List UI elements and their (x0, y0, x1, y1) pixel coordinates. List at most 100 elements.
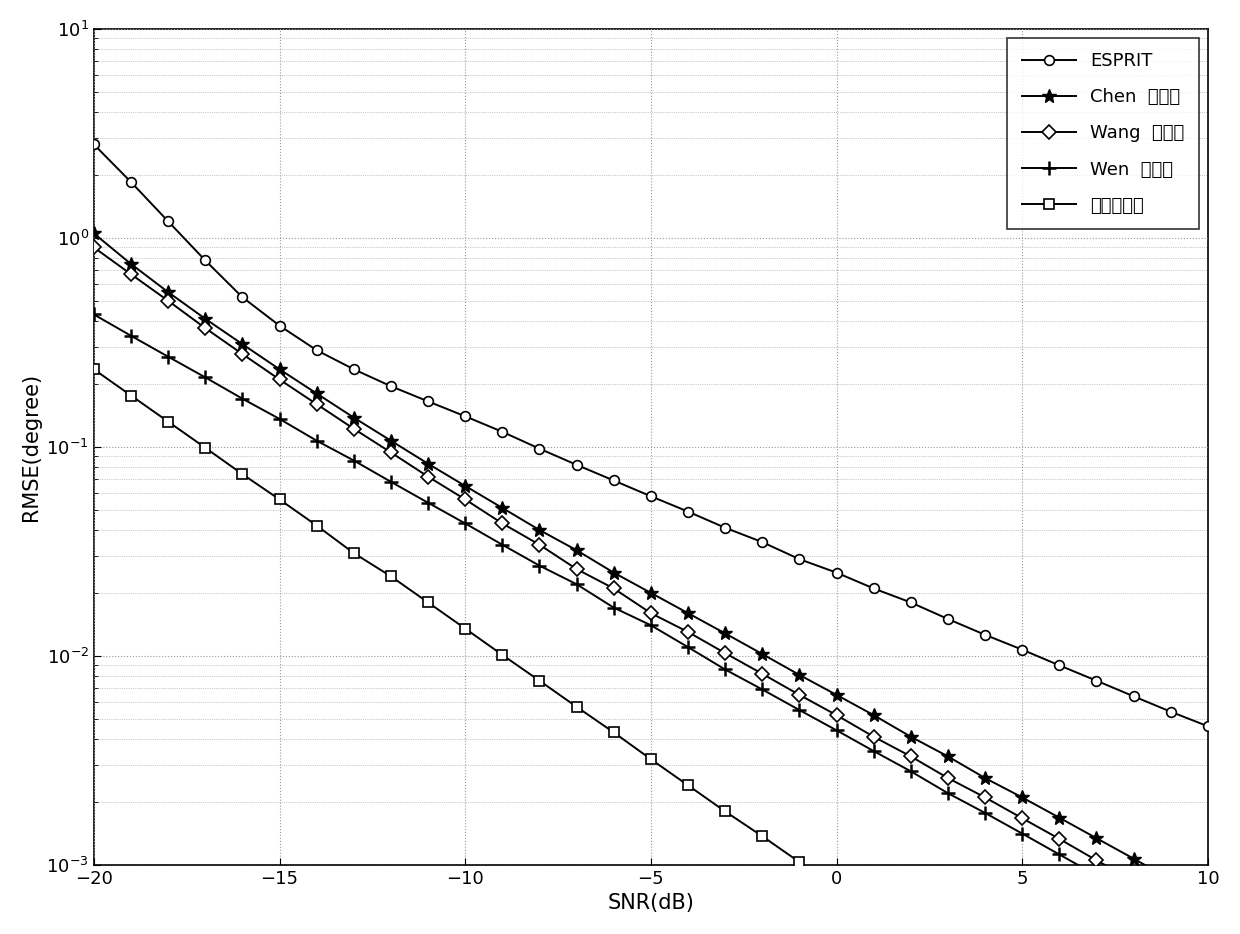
ESPRIT (904, 597, 919, 608)
Wang  的方法 (458, 494, 472, 505)
Line: Chen  的方法: Chen 的方法 (87, 226, 1215, 907)
本发明算法 (867, 909, 882, 920)
Wen  的方法 (161, 351, 176, 362)
Wen  的方法 (606, 602, 621, 614)
Chen  的方法 (606, 567, 621, 578)
Chen  的方法 (161, 287, 176, 298)
ESPRIT (1163, 706, 1178, 717)
Wang  的方法 (940, 772, 955, 784)
Wang  的方法 (977, 792, 992, 803)
Wen  的方法 (830, 725, 844, 736)
ESPRIT (569, 460, 584, 471)
Chen  的方法 (124, 259, 139, 270)
Wen  的方法 (383, 476, 398, 488)
Wen  的方法 (940, 787, 955, 799)
Chen  的方法 (346, 412, 361, 423)
Wen  的方法 (87, 309, 102, 320)
Chen  的方法 (940, 751, 955, 762)
Legend: ESPRIT, Chen  的方法, Wang  的方法, Wen  的方法, 本发明算法: ESPRIT, Chen 的方法, Wang 的方法, Wen 的方法, 本发明… (1007, 38, 1199, 229)
Wang  的方法 (904, 751, 919, 762)
Line: 本发明算法: 本发明算法 (89, 364, 1213, 934)
ESPRIT (532, 443, 547, 454)
ESPRIT (309, 345, 324, 356)
ESPRIT (940, 614, 955, 625)
Wen  的方法 (1126, 890, 1141, 901)
Wen  的方法 (718, 664, 733, 675)
ESPRIT (383, 381, 398, 392)
Wen  的方法 (309, 435, 324, 446)
Wang  的方法 (1089, 855, 1104, 866)
Wang  的方法 (606, 583, 621, 594)
Wang  的方法 (569, 563, 584, 574)
Wen  的方法 (346, 455, 361, 466)
本发明算法 (383, 571, 398, 582)
本发明算法 (198, 442, 213, 453)
Line: ESPRIT: ESPRIT (89, 139, 1213, 731)
Wen  的方法 (234, 393, 249, 404)
Chen  的方法 (272, 363, 286, 375)
Chen  的方法 (234, 338, 249, 349)
Wang  的方法 (644, 607, 658, 618)
Chen  的方法 (309, 388, 324, 399)
本发明算法 (532, 675, 547, 686)
Chen  的方法 (198, 313, 213, 324)
X-axis label: SNR(dB): SNR(dB) (608, 893, 694, 913)
ESPRIT (272, 320, 286, 332)
Wang  的方法 (198, 322, 213, 333)
ESPRIT (495, 426, 510, 437)
ESPRIT (198, 255, 213, 266)
本发明算法 (755, 830, 770, 842)
Wang  的方法 (718, 647, 733, 658)
Wang  的方法 (309, 399, 324, 410)
Wang  的方法 (87, 242, 102, 253)
Chen  的方法 (830, 689, 844, 700)
Wang  的方法 (124, 269, 139, 280)
Wen  的方法 (1052, 849, 1066, 860)
Wen  的方法 (977, 807, 992, 818)
Chen  的方法 (420, 458, 435, 469)
Wang  的方法 (161, 295, 176, 306)
本发明算法 (681, 780, 696, 791)
ESPRIT (606, 474, 621, 486)
Wen  的方法 (458, 517, 472, 529)
Wen  的方法 (867, 745, 882, 757)
Wang  的方法 (1163, 896, 1178, 907)
本发明算法 (309, 520, 324, 531)
本发明算法 (234, 469, 249, 480)
Wang  的方法 (495, 517, 510, 529)
Wen  的方法 (569, 579, 584, 590)
本发明算法 (495, 649, 510, 660)
Wang  的方法 (867, 731, 882, 743)
Chen  的方法 (644, 587, 658, 599)
Wang  的方法 (234, 348, 249, 360)
ESPRIT (644, 490, 658, 502)
Wen  的方法 (644, 619, 658, 630)
ESPRIT (867, 583, 882, 594)
本发明算法 (792, 856, 807, 868)
ESPRIT (234, 291, 249, 303)
本发明算法 (346, 547, 361, 559)
Wang  的方法 (1052, 833, 1066, 844)
ESPRIT (755, 536, 770, 547)
Chen  的方法 (1126, 853, 1141, 864)
Wang  的方法 (420, 471, 435, 482)
本发明算法 (718, 806, 733, 817)
Chen  的方法 (1014, 792, 1029, 803)
Chen  的方法 (792, 670, 807, 681)
本发明算法 (420, 597, 435, 608)
Chen  的方法 (904, 731, 919, 743)
Chen  的方法 (681, 607, 696, 618)
Wang  的方法 (681, 627, 696, 638)
ESPRIT (792, 554, 807, 565)
本发明算法 (569, 701, 584, 713)
Wen  的方法 (1089, 870, 1104, 881)
本发明算法 (87, 363, 102, 375)
Chen  的方法 (977, 772, 992, 784)
Chen  的方法 (495, 502, 510, 514)
Chen  的方法 (1089, 832, 1104, 843)
Wen  的方法 (904, 766, 919, 777)
Wen  的方法 (1163, 912, 1178, 923)
Line: Wen  的方法: Wen 的方法 (87, 307, 1215, 934)
Y-axis label: RMSE(degree): RMSE(degree) (21, 373, 41, 521)
Chen  的方法 (383, 435, 398, 446)
